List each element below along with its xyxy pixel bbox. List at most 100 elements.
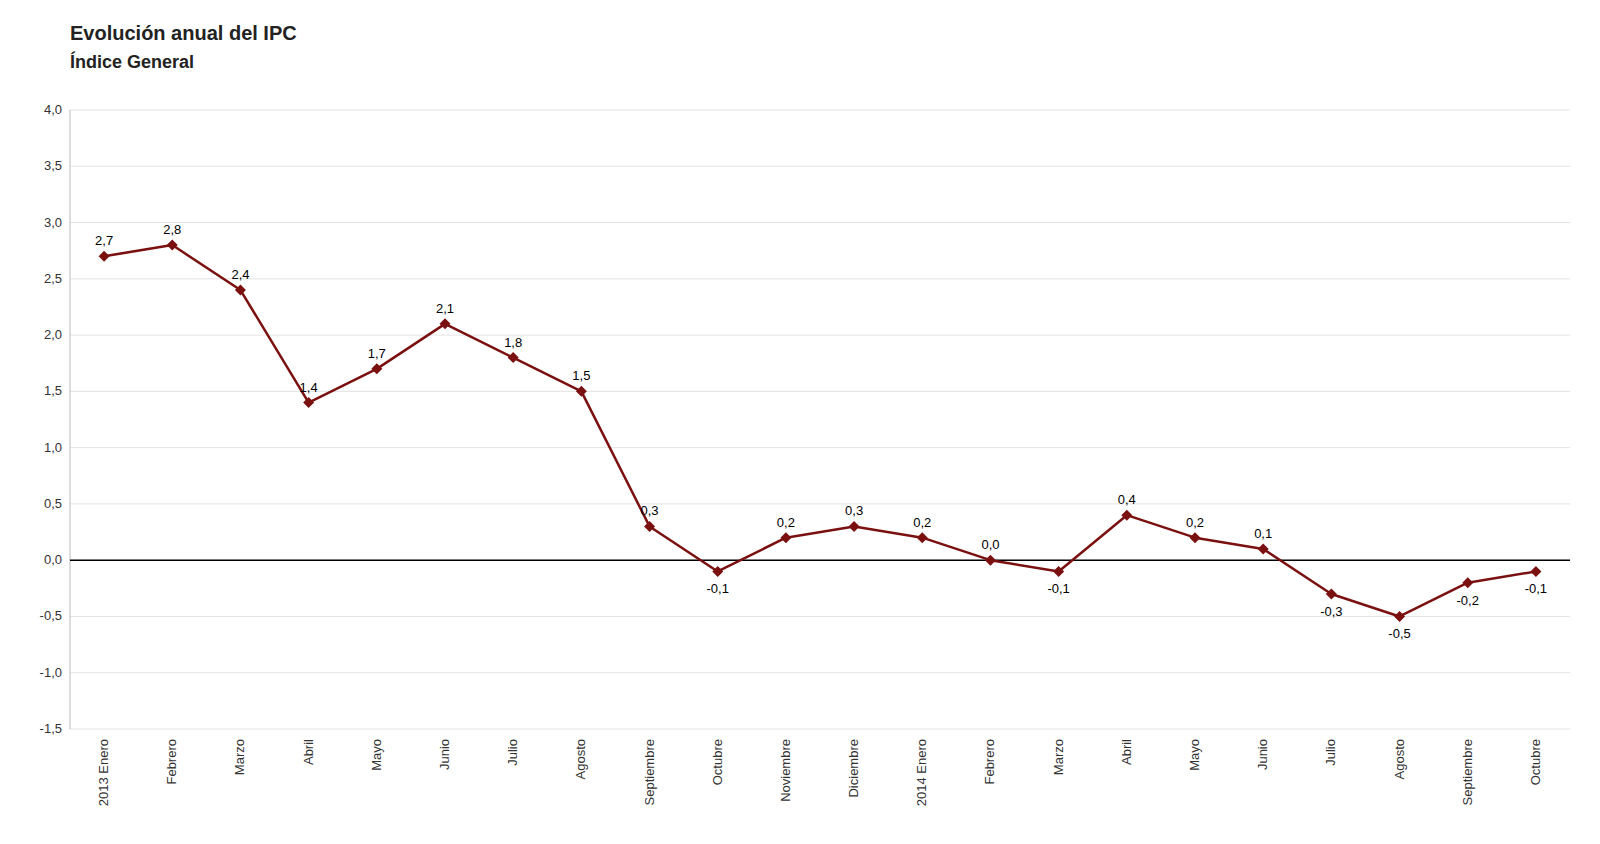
data-label: 0,3 bbox=[641, 503, 659, 518]
marker bbox=[99, 251, 110, 262]
data-label: -0,5 bbox=[1388, 626, 1410, 641]
x-tick-label: Febrero bbox=[982, 739, 997, 785]
y-tick-label: 2,0 bbox=[44, 327, 62, 342]
x-axis: 2013 Enero Febrero Marzo Abril Mayo Junio Juli… bbox=[96, 739, 1543, 806]
data-label: 2,1 bbox=[436, 301, 454, 316]
y-tick-label: 0,0 bbox=[44, 552, 62, 567]
grid-line bbox=[70, 672, 1570, 673]
x-tick-label: Mayo bbox=[369, 739, 384, 771]
data-label: 2,7 bbox=[95, 233, 113, 248]
grid-line bbox=[70, 503, 1570, 504]
marker bbox=[167, 240, 178, 251]
x-tick-label: Marzo bbox=[232, 739, 247, 775]
data-label: 1,8 bbox=[504, 335, 522, 350]
data-label: -0,1 bbox=[1525, 581, 1547, 596]
marker bbox=[849, 521, 860, 532]
zero-line bbox=[70, 559, 1570, 561]
grid-line bbox=[70, 110, 1570, 111]
marker bbox=[917, 532, 928, 543]
data-label: -0,2 bbox=[1457, 593, 1479, 608]
marker bbox=[371, 363, 382, 374]
data-label: 0,2 bbox=[777, 515, 795, 530]
grid bbox=[70, 110, 1570, 729]
grid-line bbox=[70, 616, 1570, 617]
y-tick-label: 0,5 bbox=[44, 496, 62, 511]
marker bbox=[1190, 532, 1201, 543]
data-label: 0,1 bbox=[1254, 526, 1272, 541]
x-tick-label: Noviembre bbox=[778, 739, 793, 802]
data-label: 0,2 bbox=[913, 515, 931, 530]
y-tick-label: -1,5 bbox=[40, 721, 62, 736]
marker bbox=[1394, 611, 1405, 622]
x-tick-label: Septiembre bbox=[642, 739, 657, 805]
marker bbox=[303, 397, 314, 408]
marker bbox=[780, 532, 791, 543]
data-label: 2,8 bbox=[163, 222, 181, 237]
grid-line bbox=[70, 222, 1570, 223]
marker bbox=[576, 386, 587, 397]
line bbox=[104, 245, 1536, 616]
data-label: 0,2 bbox=[1186, 515, 1204, 530]
marker bbox=[644, 521, 655, 532]
data-label: 1,7 bbox=[368, 346, 386, 361]
subtitle: Índice General bbox=[70, 51, 194, 72]
y-tick-label: 2,5 bbox=[44, 271, 62, 286]
chart: Evolución anual del IPC Índice General -1,… bbox=[0, 0, 1600, 844]
marker bbox=[1326, 588, 1337, 599]
x-tick-label: Octubre bbox=[710, 739, 725, 785]
grid-line bbox=[70, 560, 1570, 561]
y-tick-label: 3,5 bbox=[44, 158, 62, 173]
x-tick-label: Julio bbox=[1323, 739, 1338, 766]
data-label: -0,1 bbox=[1047, 581, 1069, 596]
y-tick-label: 1,0 bbox=[44, 440, 62, 455]
x-tick-label: 2013 Enero bbox=[96, 739, 111, 806]
grid-line bbox=[70, 166, 1570, 167]
x-tick-label: Diciembre bbox=[846, 739, 861, 798]
y-axis-line bbox=[70, 110, 71, 729]
y-tick-label: -1,0 bbox=[40, 665, 62, 680]
marker bbox=[1530, 566, 1541, 577]
x-tick-label: Julio bbox=[505, 739, 520, 766]
marker bbox=[1053, 566, 1064, 577]
marker bbox=[1462, 577, 1473, 588]
plot-area bbox=[99, 240, 1542, 622]
y-axis: -1,5 -1,0 -0,5 0,0 0,5 1,0 1,5 2,0 2,5 3,0 3,5 4,0 bbox=[40, 102, 70, 736]
data-label: -0,3 bbox=[1320, 604, 1342, 619]
x-tick-label: Junio bbox=[437, 739, 452, 770]
grid-line bbox=[70, 729, 1570, 730]
marker bbox=[1121, 510, 1132, 521]
data-label: 2,4 bbox=[231, 267, 249, 282]
grid-line bbox=[70, 335, 1570, 336]
x-tick-label: Mayo bbox=[1187, 739, 1202, 771]
marker bbox=[1258, 543, 1269, 554]
data-label: 1,4 bbox=[300, 380, 318, 395]
marker bbox=[985, 555, 996, 566]
data-label: -0,1 bbox=[707, 581, 729, 596]
data-label: 1,5 bbox=[572, 368, 590, 383]
x-tick-label: Agosto bbox=[573, 739, 588, 779]
x-tick-label: Febrero bbox=[164, 739, 179, 785]
data-label: 0,4 bbox=[1118, 492, 1136, 507]
x-tick-label: Abril bbox=[1119, 739, 1134, 765]
grid-line bbox=[70, 447, 1570, 448]
x-tick-label: Junio bbox=[1255, 739, 1270, 770]
title: Evolución anual del IPC bbox=[70, 22, 297, 44]
marker bbox=[712, 566, 723, 577]
grid-line bbox=[70, 391, 1570, 392]
x-tick-label: Abril bbox=[301, 739, 316, 765]
data-label: 0,3 bbox=[845, 503, 863, 518]
marker bbox=[235, 285, 246, 296]
marker bbox=[440, 318, 451, 329]
x-tick-label: Marzo bbox=[1051, 739, 1066, 775]
grid-line bbox=[70, 278, 1570, 279]
y-tick-label: 3,0 bbox=[44, 215, 62, 230]
y-tick-label: -0,5 bbox=[40, 608, 62, 623]
x-tick-label: 2014 Enero bbox=[914, 739, 929, 806]
y-tick-label: 4,0 bbox=[44, 102, 62, 117]
x-tick-label: Septiembre bbox=[1460, 739, 1475, 805]
marker bbox=[508, 352, 519, 363]
y-tick-label: 1,5 bbox=[44, 383, 62, 398]
data-labels: 2,7 2,8 2,4 1,4 1,7 2,1 1,8 1,5 0,3 -0,1 0,2 0,3 0,2… bbox=[95, 222, 1547, 641]
x-tick-label: Octubre bbox=[1528, 739, 1543, 785]
data-label: 0,0 bbox=[981, 537, 999, 552]
